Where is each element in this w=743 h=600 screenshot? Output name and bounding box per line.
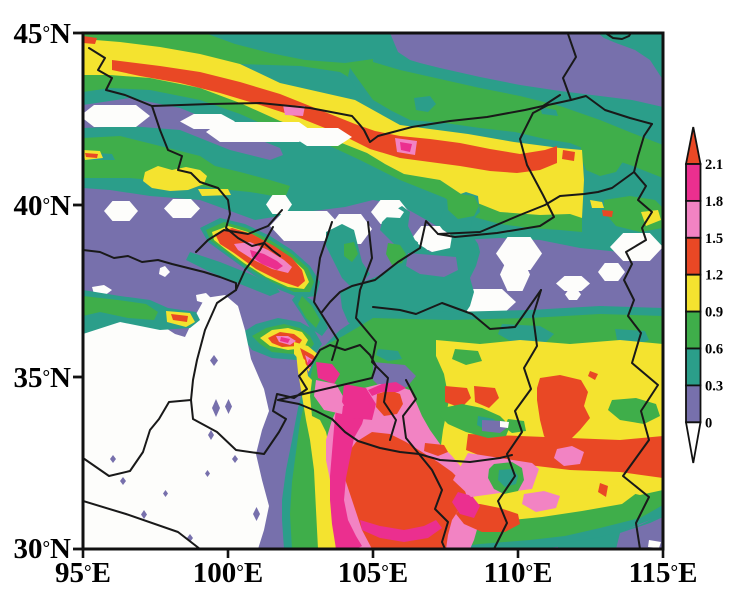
- svg-text:35°N: 35°N: [13, 362, 71, 394]
- svg-text:100°E: 100°E: [193, 557, 263, 589]
- svg-text:30°N: 30°N: [13, 533, 71, 565]
- svg-text:1.8: 1.8: [705, 194, 723, 210]
- svg-text:0: 0: [705, 415, 712, 431]
- svg-text:0.3: 0.3: [705, 378, 723, 394]
- svg-text:45°N: 45°N: [13, 18, 71, 50]
- svg-text:105°E: 105°E: [338, 557, 408, 589]
- svg-text:1.5: 1.5: [705, 231, 723, 247]
- svg-text:1.2: 1.2: [705, 268, 723, 284]
- svg-text:40°N: 40°N: [13, 190, 71, 222]
- svg-text:95°E: 95°E: [55, 557, 111, 589]
- svg-text:115°E: 115°E: [629, 557, 698, 589]
- svg-text:0.9: 0.9: [705, 305, 723, 321]
- svg-text:0.6: 0.6: [705, 342, 723, 358]
- svg-text:110°E: 110°E: [484, 557, 553, 589]
- svg-text:2.1: 2.1: [705, 157, 723, 173]
